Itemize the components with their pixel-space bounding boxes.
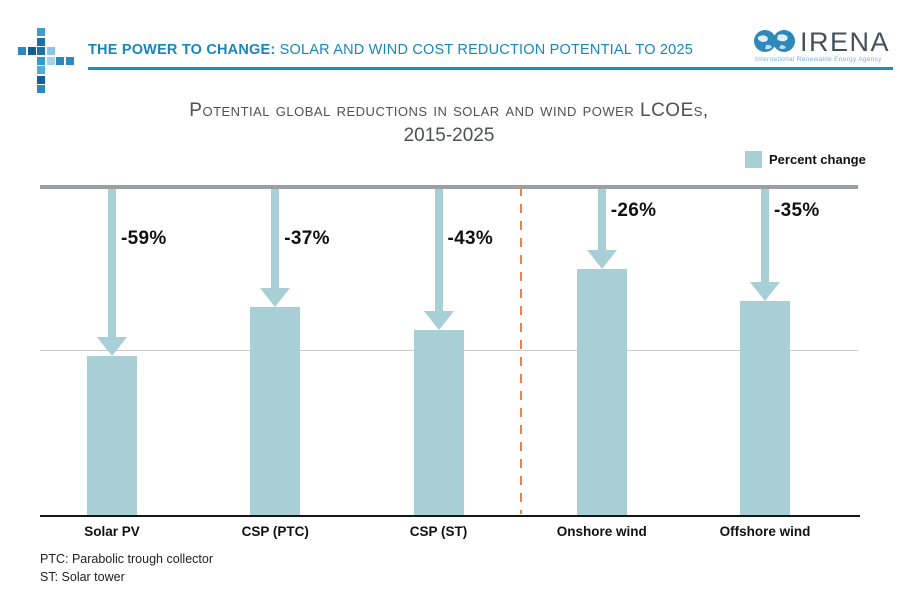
reduction-arrow-shaft	[761, 189, 769, 282]
header-title-rest: SOLAR AND WIND COST REDUCTION POTENTIAL …	[275, 42, 693, 58]
logo-pixel	[27, 47, 36, 55]
percent-change-label: -59%	[121, 228, 167, 249]
logo-pixel	[37, 47, 45, 55]
logo-pixel	[37, 85, 45, 93]
reduction-arrow-head	[586, 250, 617, 269]
percent-change-label: -26%	[610, 200, 657, 221]
category-label: Offshore wind	[719, 524, 811, 539]
solar-wind-separator-line	[520, 187, 522, 514]
x-axis-line	[40, 515, 860, 517]
logo-pixel	[65, 56, 74, 65]
legend-label: Percent change	[769, 152, 866, 167]
reduction-arrow-shaft	[108, 189, 116, 337]
lcoe-bar	[576, 269, 627, 516]
irena-subtitle: International Renewable Energy Agency	[755, 56, 882, 63]
reduction-arrow-head	[97, 337, 127, 356]
category-label: CSP (PTC)	[241, 524, 309, 539]
lcoe-bar	[87, 356, 137, 516]
logo-pixel	[56, 56, 64, 65]
reduction-arrow-head	[423, 311, 454, 330]
report-header-title: THE POWER TO CHANGE: SOLAR AND WIND COST…	[88, 42, 693, 58]
header-underline	[88, 67, 893, 70]
irena-wordmark: IRENA	[800, 27, 891, 57]
footnote-ptc: PTC: Parabolic trough collector	[40, 552, 213, 566]
logo-pixel	[37, 28, 45, 36]
chart-title-line2: 2015-2025	[403, 125, 495, 146]
logo-pixel	[18, 47, 26, 55]
logo-pixel	[37, 66, 45, 74]
lcoe-bar	[250, 307, 301, 516]
irena-pixel-plus-logo	[18, 28, 84, 98]
reference-line-100pct	[40, 185, 858, 189]
logo-pixel	[37, 75, 45, 84]
lcoe-bar	[740, 301, 790, 516]
header-title-bold: THE POWER TO CHANGE:	[88, 42, 276, 58]
lcoe-bar	[413, 330, 464, 516]
category-label: Solar PV	[84, 524, 140, 539]
category-label: CSP (ST)	[409, 524, 468, 539]
footnote-st: ST: Solar tower	[40, 570, 125, 584]
logo-pixel	[37, 37, 45, 46]
chart-title-line1: Potential global reductions in solar and…	[189, 100, 709, 121]
reduction-arrow-shaft	[271, 189, 280, 288]
legend-swatch	[745, 151, 762, 168]
reduction-arrow-head	[750, 282, 780, 301]
logo-pixel	[46, 56, 55, 65]
reduction-arrow-shaft	[597, 189, 606, 250]
reduction-arrow-head	[260, 288, 291, 307]
percent-change-label: -37%	[284, 228, 330, 249]
chart-legend: Percent change	[745, 151, 866, 168]
category-label: Onshore wind	[556, 524, 647, 539]
logo-pixel	[46, 47, 55, 55]
percent-change-label: -35%	[774, 200, 820, 221]
chart-title: Potential global reductions in solar and…	[40, 100, 858, 147]
reduction-arrow-shaft	[434, 189, 443, 311]
footnotes: PTC: Parabolic trough collector ST: Sola…	[40, 550, 213, 586]
percent-change-label: -43%	[447, 228, 494, 249]
irena-globes-icon	[754, 30, 795, 52]
logo-pixel	[37, 56, 45, 65]
irena-logo: IRENA International Renewable Energy Age…	[753, 27, 893, 65]
